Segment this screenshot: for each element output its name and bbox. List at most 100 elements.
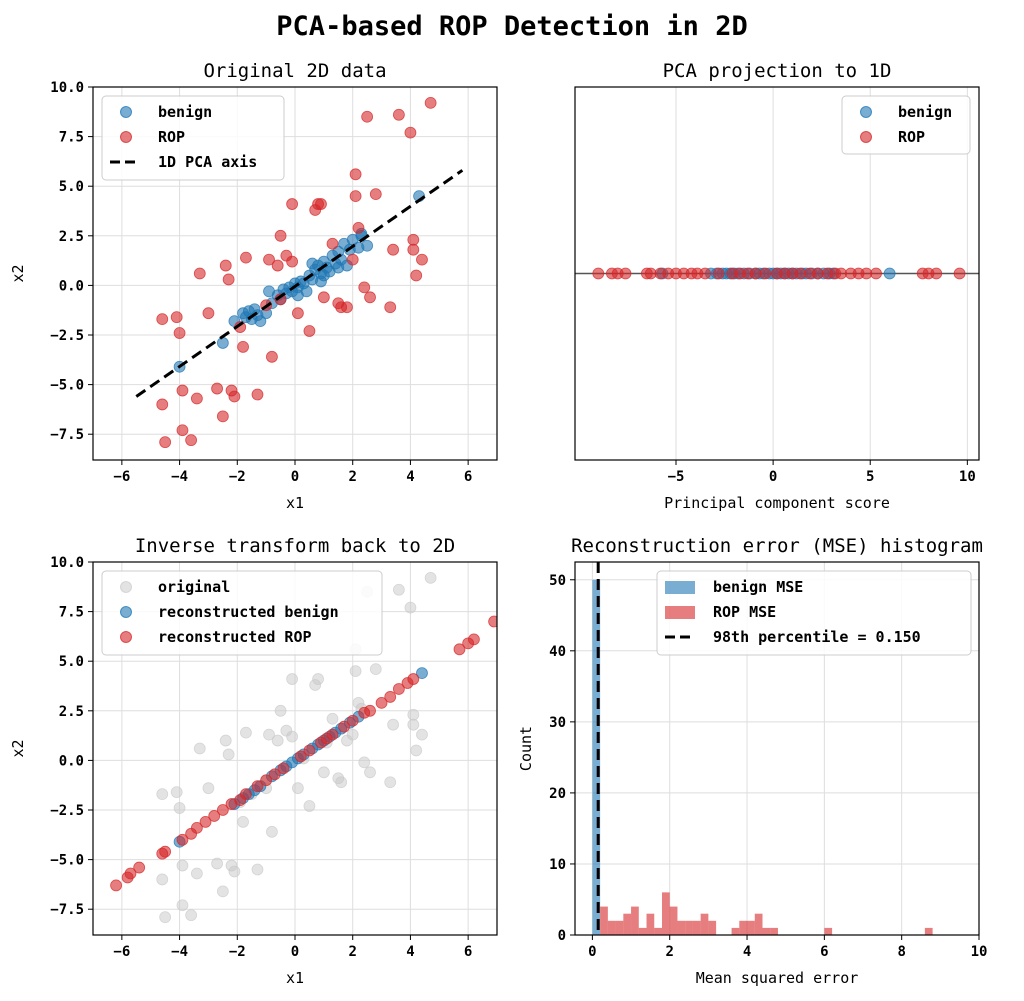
point-reconstructed-rop — [488, 615, 497, 628]
point-original — [266, 825, 278, 838]
legend: original reconstructed benign reconstructe… — [101, 570, 383, 656]
point-original — [185, 909, 198, 922]
point-benign — [263, 285, 275, 298]
point-rop — [271, 259, 284, 272]
y-tick-label: 5.0 — [59, 179, 84, 195]
point-reconstructed-rop — [392, 683, 405, 695]
bar-rop-mse — [654, 927, 662, 935]
point-rop — [190, 392, 203, 405]
bar-rop-mse — [770, 927, 778, 935]
legend-label: ROP MSE — [713, 603, 776, 621]
y-axis-label: Count — [517, 726, 535, 771]
point-reconstructed-rop — [407, 673, 420, 685]
x-axis-label: Principal component score — [664, 494, 890, 512]
point-benign — [216, 337, 229, 349]
point-rop — [291, 307, 304, 320]
x-tick-label: −4 — [171, 944, 188, 960]
y-tick-label: 10.0 — [50, 555, 84, 571]
point-original — [404, 601, 417, 614]
legend-label: ROP — [898, 128, 925, 146]
legend-label: benign — [898, 103, 952, 121]
point-rop — [759, 267, 772, 280]
x-tick-label: 6 — [464, 944, 472, 960]
point-original — [170, 786, 183, 799]
point-original — [341, 734, 353, 747]
point-original — [176, 859, 189, 872]
point-reconstructed-rop — [384, 691, 397, 703]
point-reconstructed-rop — [277, 762, 290, 775]
axes-frame — [574, 561, 980, 936]
legend-label: reconstructed benign — [158, 603, 339, 621]
legend-box — [101, 570, 383, 656]
point-rop — [349, 168, 362, 181]
plot-area — [575, 267, 979, 280]
y-tick-label: −2.5 — [50, 328, 84, 344]
point-rop — [699, 267, 712, 280]
point-rop — [410, 269, 423, 282]
point-rop — [170, 311, 183, 324]
bar-rop-mse — [700, 913, 709, 935]
legend-marker — [120, 606, 132, 618]
point-rop — [222, 273, 235, 286]
point-original — [216, 885, 229, 898]
point-rop — [352, 221, 365, 234]
x-axis-label: x1 — [286, 969, 304, 987]
point-reconstructed-rop — [294, 750, 307, 763]
plot-area — [110, 571, 497, 924]
point-original — [369, 663, 382, 676]
point-original — [317, 766, 330, 779]
point-rop — [159, 436, 172, 449]
point-reconstructed-rop — [133, 861, 146, 874]
x-tick-label: −6 — [113, 469, 130, 485]
x-tick-label: −4 — [171, 469, 188, 485]
plot-area — [592, 562, 933, 935]
point-original — [407, 718, 420, 731]
pca-axis-line — [135, 169, 464, 398]
x-tick-label: 2 — [665, 944, 673, 960]
bar-benign-mse — [592, 579, 601, 935]
panel-inverse: Inverse transform back to 2D −6 −4 −2 0 2 4 6 −7… — [9, 535, 498, 987]
point-benign — [883, 267, 896, 280]
point-reconstructed-rop — [240, 788, 252, 801]
point-original — [251, 863, 264, 876]
legend-marker — [120, 106, 132, 118]
point-rop — [953, 267, 966, 280]
legend-swatch — [665, 606, 695, 619]
point-rop — [228, 390, 241, 403]
point-rop — [156, 398, 169, 411]
point-rop — [176, 384, 189, 397]
point-benign — [361, 239, 374, 252]
point-reconstructed-rop — [199, 816, 212, 828]
bar-rop-mse — [731, 927, 740, 935]
bar-rop-mse — [754, 913, 763, 935]
point-reconstructed-rop — [468, 633, 480, 646]
point-original — [222, 748, 235, 761]
point-rop — [870, 267, 882, 280]
point-rop — [251, 388, 264, 401]
legend-box — [841, 95, 971, 155]
panel-original: Original 2D data −6 −4 −2 0 2 4 6 −7.5 −5.0 −2.5 0.… — [9, 60, 498, 512]
point-original — [176, 899, 189, 912]
figure-title: PCA-based ROP Detection in 2D — [276, 11, 747, 42]
point-original — [387, 718, 400, 731]
legend-box — [101, 95, 285, 181]
point-reconstructed-rop — [364, 704, 376, 717]
y-tick-label: 30 — [549, 715, 566, 731]
bar-rop-mse — [623, 913, 632, 935]
point-rop — [404, 126, 417, 139]
panel-title: Original 2D data — [203, 60, 386, 82]
x-tick-label: 5 — [866, 469, 874, 485]
point-original — [219, 734, 232, 747]
y-tick-label: 5.0 — [59, 654, 84, 670]
point-original — [156, 873, 169, 886]
legend-swatch — [665, 581, 695, 594]
point-rop — [392, 108, 405, 121]
point-reconstructed-rop — [124, 867, 137, 880]
bar-rop-mse — [685, 920, 693, 935]
point-rop — [263, 253, 275, 266]
point-benign — [306, 257, 319, 270]
point-reconstructed-rop — [216, 804, 229, 816]
point-rop — [407, 243, 420, 256]
point-original — [326, 712, 339, 725]
x-tick-label: −6 — [113, 944, 130, 960]
